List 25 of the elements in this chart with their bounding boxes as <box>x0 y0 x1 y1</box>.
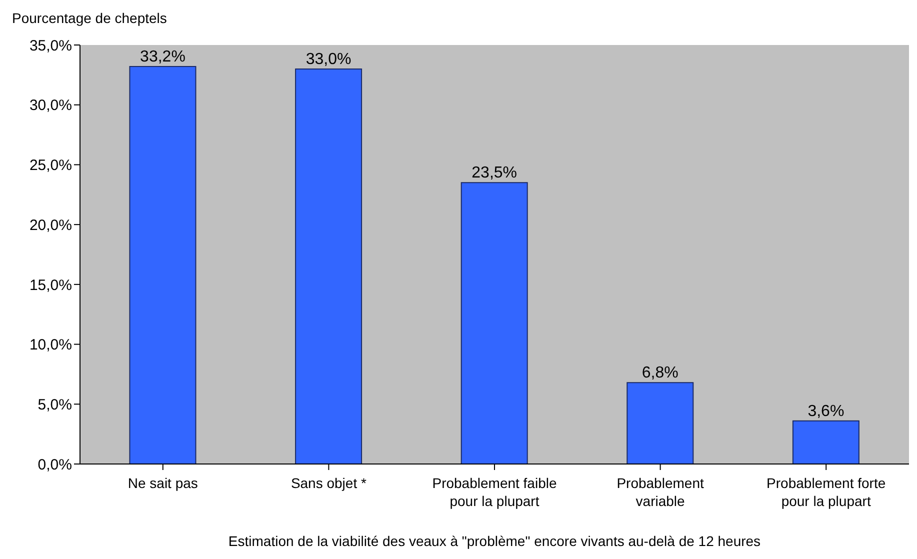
bar <box>792 420 860 464</box>
y-tick-label: 15,0% <box>29 276 72 294</box>
x-tick-label: Probablement forte pour la plupart <box>766 475 886 509</box>
x-tick-label: Sans objet * <box>290 475 367 491</box>
data-label: 3,6% <box>808 402 844 420</box>
y-axis-title: Pourcentage de cheptels <box>12 10 167 26</box>
x-axis-title: Estimation de la viabilité des veaux à "problème" encore vivants au-delà de 12 heures <box>227 533 762 549</box>
data-label: 33,0% <box>306 50 352 68</box>
bar <box>460 182 528 464</box>
bar <box>295 68 362 464</box>
y-tick-label: 35,0% <box>29 37 72 54</box>
bar <box>626 382 694 464</box>
data-label: 23,5% <box>472 164 518 182</box>
y-tick-label: 5,0% <box>38 396 72 414</box>
y-tick-label: 20,0% <box>29 216 72 234</box>
y-tick-label: 0,0% <box>38 456 72 474</box>
y-tick-label: 25,0% <box>29 157 72 174</box>
bar <box>129 66 196 464</box>
data-label: 33,2% <box>140 48 186 66</box>
y-tick-label: 10,0% <box>29 336 72 354</box>
y-tick-label: 30,0% <box>29 97 72 114</box>
x-tick-label: Ne sait pas <box>128 475 198 491</box>
x-tick-label: Probablement faible pour la plupart <box>432 475 557 509</box>
data-label: 6,8% <box>642 364 678 382</box>
x-tick-label: Probablement variable <box>616 475 704 509</box>
